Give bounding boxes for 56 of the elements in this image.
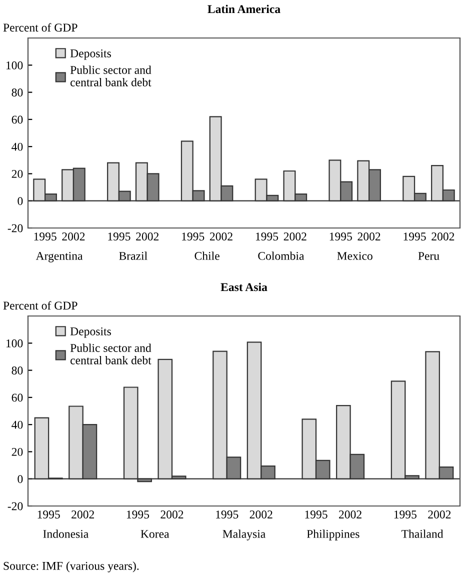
y-tick-label: 20 <box>12 448 23 456</box>
y-tick-label: 40 <box>12 142 23 151</box>
legend-label: Deposits <box>70 327 111 338</box>
y-tick-label: 0 <box>18 197 23 206</box>
x-tick-label: 1995 <box>38 510 60 518</box>
text: Korea <box>140 530 170 538</box>
y-tick-label: 40 <box>12 420 23 429</box>
x-tick-label: 2002 <box>428 510 451 518</box>
legend-label: Public sector and central bank debt <box>70 66 152 86</box>
text: Malaysia <box>222 530 266 540</box>
x-tick-label: 2002 <box>72 510 94 518</box>
text: Brazil <box>119 252 148 260</box>
x-tick-label: 1995 <box>256 232 278 240</box>
y-axis-title: Percent of GDP <box>3 301 78 310</box>
x-tick-label: 1995 <box>305 510 328 518</box>
y-tick-label: -20 <box>8 502 23 510</box>
text: Thailand <box>402 530 444 538</box>
text: Indonesia <box>43 530 88 538</box>
x-tick-label: 1995 <box>394 510 416 518</box>
x-tick-label: 2002 <box>358 232 380 240</box>
x-tick-label: 2002 <box>284 232 306 240</box>
y-tick-label: 100 <box>6 339 23 348</box>
chart-title: Latin America <box>208 4 280 14</box>
text: Peru <box>418 252 440 260</box>
x-tick-label: 1995 <box>182 232 204 240</box>
x-tick-label: 1995 <box>108 232 130 240</box>
x-tick-label: 2002 <box>339 510 362 518</box>
text: Argentina <box>36 252 83 262</box>
x-tick-label: 1995 <box>34 232 56 240</box>
legend-label: Public sector and central bank debt <box>70 344 152 364</box>
text: Colombia <box>258 252 304 260</box>
y-tick-label: -20 <box>8 224 23 232</box>
x-tick-label: 2002 <box>136 232 159 240</box>
x-tick-label: 1995 <box>126 510 150 518</box>
source-note: Source: IMF (various years). <box>4 562 139 572</box>
text: Chile <box>194 252 220 260</box>
x-tick-label: 2002 <box>62 232 85 240</box>
text: Philippines <box>306 530 360 540</box>
x-tick-label: 1995 <box>404 232 426 240</box>
chart-title: East Asia <box>220 282 268 292</box>
y-tick-label: 60 <box>12 394 23 402</box>
x-tick-label: 2002 <box>432 232 454 240</box>
y-tick-label: 80 <box>12 366 23 374</box>
x-tick-label: 2002 <box>250 510 272 518</box>
y-tick-label: 20 <box>12 170 23 178</box>
y-tick-label: 0 <box>18 475 23 484</box>
text: Mexico <box>337 252 372 260</box>
x-tick-label: 2002 <box>160 510 184 518</box>
y-tick-label: 60 <box>12 116 23 124</box>
y-tick-label: 80 <box>12 88 23 96</box>
legend-label: Deposits <box>70 49 111 60</box>
x-tick-label: 1995 <box>216 510 238 518</box>
y-axis-title: Percent of GDP <box>3 23 78 32</box>
x-tick-label: 1995 <box>330 232 352 240</box>
y-tick-label: 100 <box>6 61 23 70</box>
x-tick-label: 2002 <box>210 232 232 240</box>
